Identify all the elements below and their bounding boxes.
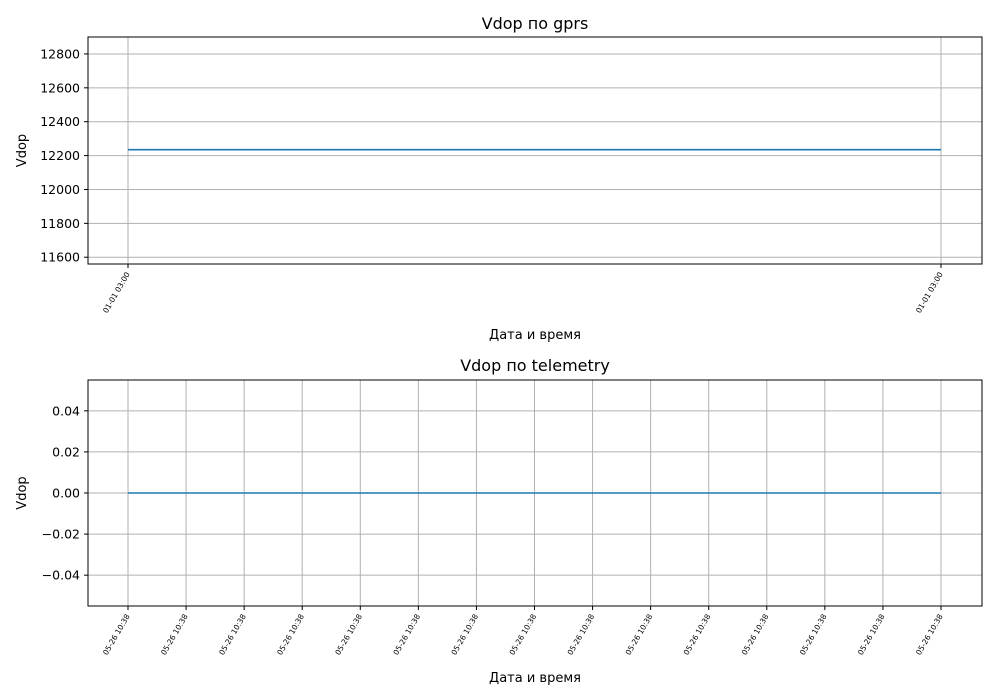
y-tick-label: 0.00 <box>52 486 80 501</box>
y-tick-label: 11600 <box>40 250 80 265</box>
plot-frame <box>87 36 983 265</box>
x-axis-label: Дата и время <box>489 671 581 686</box>
y-tick-label: −0.02 <box>42 527 80 542</box>
x-tick-label: 01-01 03:00 <box>914 270 945 314</box>
y-tick-label: 0.02 <box>52 444 80 459</box>
x-tick-label: 05-26 10:38 <box>682 612 713 656</box>
x-tick-label: 05-26 10:38 <box>856 612 887 656</box>
y-axis-label: Vdop <box>15 134 30 167</box>
x-tick-label: 05-26 10:38 <box>624 612 655 656</box>
y-tick-label: 12600 <box>40 80 80 95</box>
x-tick-label: 05-26 10:38 <box>159 612 190 656</box>
chart-panel-telemetry: −0.04 −0.02 0.00 0.02 0.04 05-26 10:38 05-26 1… <box>15 356 983 686</box>
y-tick-label: 12000 <box>40 182 80 197</box>
y-tick-label: 11800 <box>40 216 80 231</box>
x-tick-label: 01-01 03:00 <box>101 270 132 314</box>
x-tick-label: 05-26 10:38 <box>275 612 306 656</box>
y-tick-label: 12200 <box>40 148 80 163</box>
x-tick-label: 05-26 10:38 <box>798 612 829 656</box>
x-tick-label: 05-26 10:38 <box>101 612 132 656</box>
y-tick-label: −0.04 <box>42 568 80 583</box>
x-tick-label: 05-26 10:38 <box>391 612 422 656</box>
y-tick-label: 12800 <box>40 46 80 61</box>
x-tick-label: 05-26 10:38 <box>333 612 364 656</box>
x-tick-label: 05-26 10:38 <box>449 612 480 656</box>
x-axis-label: Дата и время <box>489 328 581 343</box>
y-axis-label: Vdop <box>15 476 30 509</box>
x-tick-label: 05-26 10:38 <box>740 612 771 656</box>
x-tick-label: 05-26 10:38 <box>566 612 597 656</box>
chart-title: Vdop по telemetry <box>460 356 610 375</box>
x-tick-label: 05-26 10:38 <box>508 612 539 656</box>
x-tick-label: 05-26 10:38 <box>914 612 945 656</box>
chart-panel-gprs: 11600 11800 12000 12200 12400 12600 12800 01-01… <box>15 14 983 343</box>
y-tick-label: 12400 <box>40 114 80 129</box>
y-tick-label: 0.04 <box>52 403 80 418</box>
x-tick-label: 05-26 10:38 <box>217 612 248 656</box>
chart-title: Vdop по gprs <box>482 14 589 33</box>
plot-frame <box>87 379 983 607</box>
